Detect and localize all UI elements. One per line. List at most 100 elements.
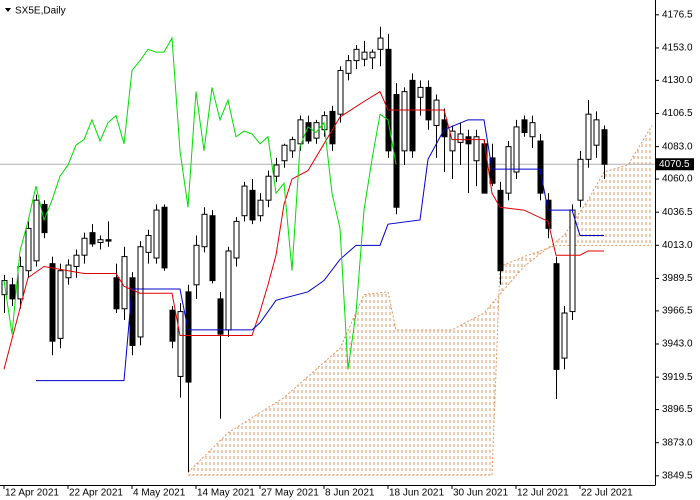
candle-body bbox=[265, 175, 272, 201]
x-tick-label: 8 Jun 2021 bbox=[325, 488, 375, 499]
x-tick-label: 27 May 2021 bbox=[261, 488, 319, 499]
candle-body bbox=[369, 51, 376, 59]
y-tick-label: 3873.0 bbox=[662, 437, 693, 448]
candle-body bbox=[393, 93, 400, 208]
candle-body bbox=[337, 69, 344, 115]
cloud-fill bbox=[188, 125, 652, 476]
candle-body bbox=[505, 146, 512, 194]
candle-body bbox=[401, 91, 408, 152]
y-tick-label: 4153.0 bbox=[662, 43, 693, 54]
candle-body bbox=[585, 113, 592, 160]
candle-body bbox=[353, 48, 360, 62]
candle-body bbox=[385, 48, 392, 152]
x-tick-label: 14 May 2021 bbox=[197, 488, 255, 499]
candle-body bbox=[329, 110, 336, 145]
candle-body bbox=[105, 239, 112, 242]
candle-body bbox=[489, 157, 496, 184]
candle-body bbox=[521, 119, 528, 134]
candle-body bbox=[561, 312, 568, 359]
candle-body bbox=[537, 140, 544, 194]
y-tick-label: 4130.0 bbox=[662, 75, 693, 86]
candle-body bbox=[209, 215, 216, 282]
candle-body bbox=[185, 291, 192, 383]
candle-body bbox=[33, 199, 40, 262]
candle-body bbox=[553, 263, 560, 370]
y-tick-label: 3966.5 bbox=[662, 306, 693, 317]
candle-body bbox=[233, 220, 240, 259]
last-price-box bbox=[656, 158, 694, 171]
candle-body bbox=[249, 189, 256, 221]
candle-body bbox=[409, 79, 416, 152]
indicator-line bbox=[3, 36, 397, 370]
candle-body bbox=[473, 136, 480, 162]
candle-body bbox=[465, 136, 472, 145]
y-tick-label: 4176.5 bbox=[662, 9, 693, 20]
y-tick-label: 4036.5 bbox=[662, 207, 693, 218]
candle-body bbox=[481, 143, 488, 194]
x-tick-label: 12 Jul 2021 bbox=[517, 488, 569, 499]
candle-body bbox=[241, 185, 248, 217]
candle-body bbox=[177, 311, 184, 377]
candle-body bbox=[289, 139, 296, 152]
x-tick-label: 4 May 2021 bbox=[133, 488, 186, 499]
candle-body bbox=[121, 256, 128, 310]
candle-body bbox=[217, 298, 224, 335]
candle-body bbox=[593, 119, 600, 146]
candle-body bbox=[273, 164, 280, 177]
candle-body bbox=[137, 246, 144, 338]
y-tick-label: 3919.5 bbox=[662, 372, 693, 383]
candle-body bbox=[129, 277, 136, 346]
candle-body bbox=[257, 199, 264, 217]
candle-body bbox=[457, 133, 464, 143]
y-tick-label: 3943.0 bbox=[662, 339, 693, 350]
last-price-label: 4070.5 bbox=[659, 159, 690, 170]
candle-body bbox=[89, 232, 96, 245]
candle-body bbox=[193, 244, 200, 286]
y-tick-label: 4060.0 bbox=[662, 174, 693, 185]
candle-body bbox=[545, 199, 552, 229]
candle-body bbox=[361, 51, 368, 60]
candle-body bbox=[529, 122, 536, 138]
y-tick-label: 4083.0 bbox=[662, 141, 693, 152]
candle-body bbox=[425, 86, 432, 121]
candle-body bbox=[81, 237, 88, 256]
candle-body bbox=[601, 129, 608, 165]
candle-body bbox=[513, 126, 520, 173]
candle-body bbox=[313, 122, 320, 139]
menu-arrow[interactable] bbox=[5, 8, 11, 12]
candle-body bbox=[9, 284, 16, 300]
x-tick-label: 22 Apr 2021 bbox=[69, 488, 123, 499]
y-tick-label: 3849.5 bbox=[662, 470, 693, 481]
candle-body bbox=[17, 265, 24, 300]
candle-body bbox=[145, 234, 152, 253]
y-tick-label: 3989.5 bbox=[662, 273, 693, 284]
candle-body bbox=[225, 250, 232, 331]
candle-body bbox=[417, 86, 424, 98]
candle-body bbox=[169, 309, 176, 342]
candle-body bbox=[577, 158, 584, 201]
candle-body bbox=[297, 119, 304, 145]
indicator-line bbox=[3, 90, 604, 370]
y-tick-label: 4013.0 bbox=[662, 240, 693, 251]
candle-body bbox=[25, 227, 32, 272]
y-tick-label: 4106.5 bbox=[662, 108, 693, 119]
candle-body bbox=[161, 206, 168, 269]
x-tick-label: 12 Apr 2021 bbox=[5, 488, 59, 499]
candle-body bbox=[569, 209, 576, 313]
candle-body bbox=[153, 209, 160, 259]
candle-body bbox=[201, 213, 208, 248]
chart-title: SX5E,Daily bbox=[15, 6, 66, 17]
candle-body bbox=[281, 144, 288, 162]
indicator-line bbox=[36, 119, 604, 382]
candle-body bbox=[377, 37, 384, 50]
y-tick-label: 3896.5 bbox=[662, 404, 693, 415]
x-tick-label: 18 Jun 2021 bbox=[389, 488, 444, 499]
x-tick-label: 22 Jul 2021 bbox=[581, 488, 633, 499]
candle-body bbox=[97, 239, 104, 244]
candle-body bbox=[305, 122, 312, 142]
candle-body bbox=[57, 270, 64, 339]
candle-body bbox=[345, 60, 352, 74]
candle-body bbox=[497, 189, 504, 272]
candle-body bbox=[73, 254, 80, 267]
